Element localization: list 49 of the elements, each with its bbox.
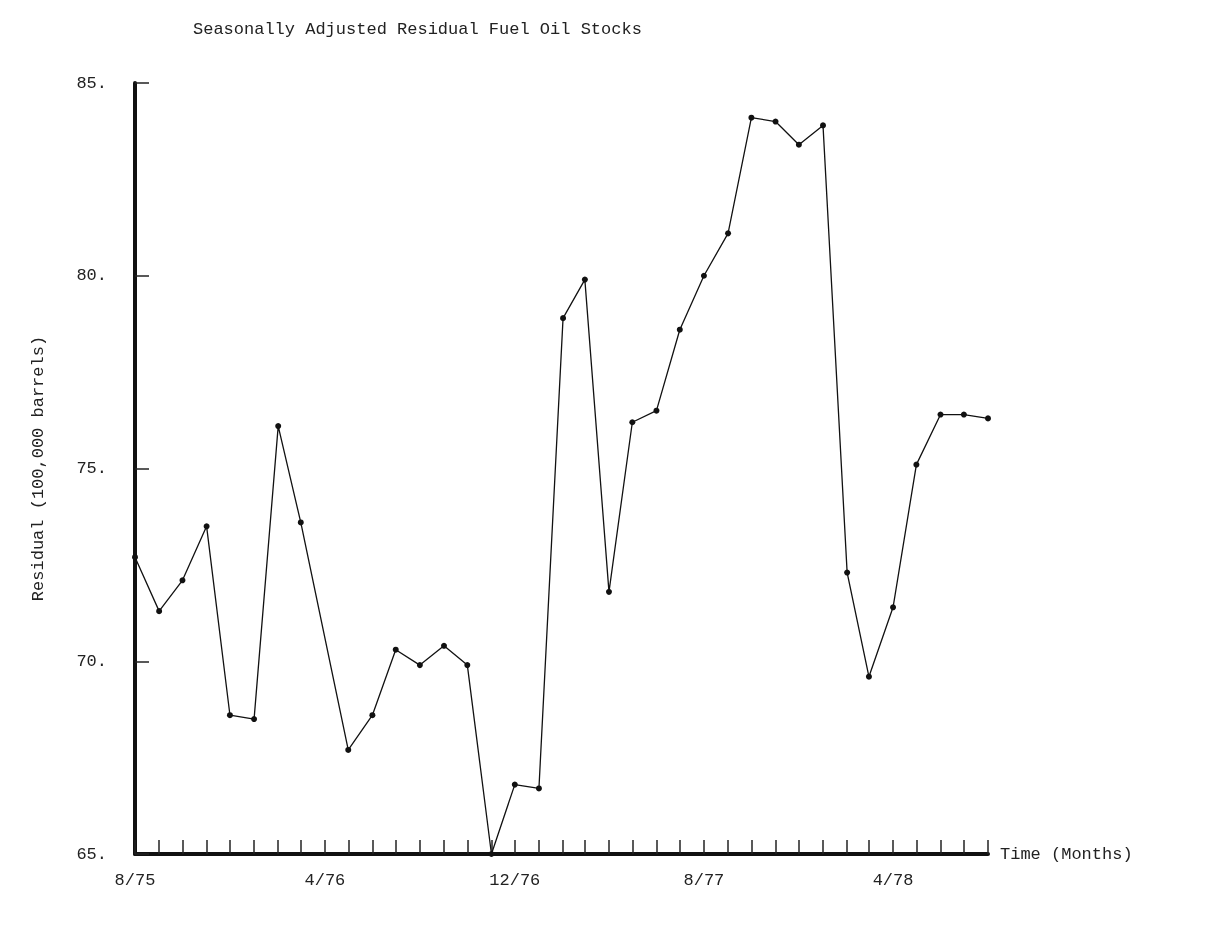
point xyxy=(560,315,567,322)
point xyxy=(251,716,258,723)
point xyxy=(960,411,967,418)
point xyxy=(844,569,851,576)
point xyxy=(369,712,376,719)
point xyxy=(772,118,779,125)
point xyxy=(700,272,707,279)
point xyxy=(748,114,755,121)
point xyxy=(511,781,518,788)
y-tick-label: 80. xyxy=(76,266,107,286)
point xyxy=(913,461,920,468)
chart-title: Seasonally Adjusted Residual Fuel Oil Stocks xyxy=(193,20,642,39)
point xyxy=(297,519,304,526)
point xyxy=(605,588,612,595)
x-tick-label: 4/76 xyxy=(304,871,346,890)
y-tick-label: 65. xyxy=(76,844,107,864)
point xyxy=(653,407,660,414)
x-tick-label: 12/76 xyxy=(489,871,541,890)
point xyxy=(820,122,826,129)
x-tick-label: 4/78 xyxy=(872,871,914,890)
point xyxy=(464,662,471,669)
point xyxy=(440,642,447,649)
point xyxy=(132,554,138,561)
point xyxy=(937,411,944,418)
x-tick-label: 8/77 xyxy=(683,871,725,890)
point xyxy=(725,230,732,237)
y-tick-label: 75. xyxy=(76,459,107,478)
point xyxy=(392,646,399,653)
y-tick-label: 70. xyxy=(76,651,107,671)
point xyxy=(275,423,282,430)
point xyxy=(985,415,991,422)
point xyxy=(179,577,186,584)
point xyxy=(535,785,542,792)
point xyxy=(629,419,636,426)
point xyxy=(416,662,423,669)
point xyxy=(203,523,210,530)
point xyxy=(345,746,352,753)
point xyxy=(581,276,588,283)
point xyxy=(156,608,163,615)
point xyxy=(226,712,233,719)
y-axis-title: Residual (100,000 barrels) xyxy=(29,335,48,602)
point xyxy=(865,673,872,680)
point xyxy=(890,604,897,611)
point xyxy=(676,326,683,333)
point xyxy=(488,851,495,857)
point xyxy=(795,141,802,148)
x-tick-label: 8/75 xyxy=(114,871,156,890)
y-tick-label: 85. xyxy=(76,73,107,93)
x-axis-title: Time (Months) xyxy=(1000,844,1133,864)
